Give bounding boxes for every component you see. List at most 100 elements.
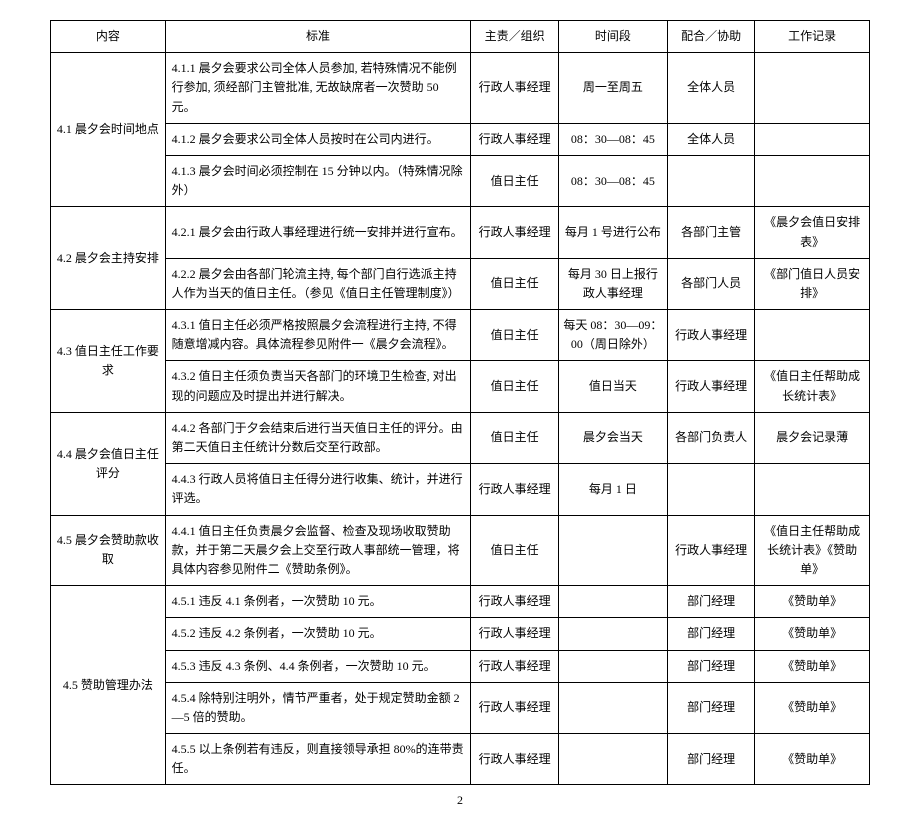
cell-time: 晨夕会当天 <box>558 412 667 463</box>
cell-resp: 值日主任 <box>471 361 558 412</box>
section-title: 4.3 值日主任工作要求 <box>51 310 166 413</box>
cell-standard: 4.3.1 值日主任必须严格按照晨夕会流程进行主持, 不得随意增减内容。具体流程… <box>165 310 471 361</box>
cell-resp: 行政人事经理 <box>471 207 558 258</box>
cell-assist: 各部门人员 <box>667 258 754 309</box>
cell-record: 《晨夕会值日安排表》 <box>755 207 870 258</box>
cell-resp: 行政人事经理 <box>471 618 558 650</box>
cell-assist <box>667 155 754 206</box>
cell-resp: 值日主任 <box>471 310 558 361</box>
cell-record: 《赞助单》 <box>755 618 870 650</box>
cell-time: 值日当天 <box>558 361 667 412</box>
cell-record <box>755 53 870 124</box>
cell-record: 晨夕会记录薄 <box>755 412 870 463</box>
cell-standard: 4.5.1 违反 4.1 条例者，一次赞助 10 元。 <box>165 586 471 618</box>
cell-time: 周一至周五 <box>558 53 667 124</box>
cell-assist: 部门经理 <box>667 734 754 785</box>
section-title: 4.1 晨夕会时间地点 <box>51 53 166 207</box>
cell-standard: 4.2.2 晨夕会由各部门轮流主持, 每个部门自行选派主持人作为当天的值日主任。… <box>165 258 471 309</box>
cell-resp: 行政人事经理 <box>471 682 558 733</box>
cell-assist: 行政人事经理 <box>667 515 754 586</box>
cell-resp: 行政人事经理 <box>471 464 558 515</box>
cell-resp: 值日主任 <box>471 155 558 206</box>
cell-time: 每月 30 日上报行政人事经理 <box>558 258 667 309</box>
section-title: 4.2 晨夕会主持安排 <box>51 207 166 310</box>
table-row: 4.2.2 晨夕会由各部门轮流主持, 每个部门自行选派主持人作为当天的值日主任。… <box>51 258 870 309</box>
main-table: 内容 标准 主责／组织 时间段 配合／协助 工作记录 4.1 晨夕会时间地点 4… <box>50 20 870 785</box>
cell-time: 每天 08：30—09：00（周日除外） <box>558 310 667 361</box>
header-assist: 配合／协助 <box>667 21 754 53</box>
cell-record: 《赞助单》 <box>755 682 870 733</box>
cell-resp: 行政人事经理 <box>471 650 558 682</box>
cell-resp: 行政人事经理 <box>471 53 558 124</box>
header-record: 工作记录 <box>755 21 870 53</box>
cell-resp: 值日主任 <box>471 515 558 586</box>
page-number: 2 <box>50 793 870 808</box>
header-resp: 主责／组织 <box>471 21 558 53</box>
cell-resp: 行政人事经理 <box>471 734 558 785</box>
table-row: 4.5.4 除特别注明外，情节严重者，处于规定赞助金额 2—5 倍的赞助。 行政… <box>51 682 870 733</box>
cell-time <box>558 515 667 586</box>
cell-assist <box>667 464 754 515</box>
header-time: 时间段 <box>558 21 667 53</box>
cell-standard: 4.1.1 晨夕会要求公司全体人员参加, 若特殊情况不能例行参加, 须经部门主管… <box>165 53 471 124</box>
cell-time: 每月 1 日 <box>558 464 667 515</box>
cell-time <box>558 618 667 650</box>
table-row: 4.5.5 以上条例若有违反，则直接领导承担 80%的连带责任。 行政人事经理 … <box>51 734 870 785</box>
cell-record: 《值日主任帮助成长统计表》《赞助单》 <box>755 515 870 586</box>
table-row: 4.3 值日主任工作要求 4.3.1 值日主任必须严格按照晨夕会流程进行主持, … <box>51 310 870 361</box>
cell-time <box>558 650 667 682</box>
section-title: 4.5 晨夕会赞助款收取 <box>51 515 166 586</box>
header-standard: 标准 <box>165 21 471 53</box>
cell-standard: 4.4.1 值日主任负责晨夕会监督、检查及现场收取赞助款，并于第二天晨夕会上交至… <box>165 515 471 586</box>
cell-assist: 行政人事经理 <box>667 361 754 412</box>
cell-time: 08：30—08：45 <box>558 123 667 155</box>
cell-record: 《部门值日人员安排》 <box>755 258 870 309</box>
table-row: 4.1.3 晨夕会时间必须控制在 15 分钟以内。（特殊情况除外） 值日主任 0… <box>51 155 870 206</box>
cell-record: 《值日主任帮助成长统计表》 <box>755 361 870 412</box>
table-row: 4.4 晨夕会值日主任评分 4.4.2 各部门于夕会结束后进行当天值日主任的评分… <box>51 412 870 463</box>
cell-record: 《赞助单》 <box>755 650 870 682</box>
table-row: 4.1.2 晨夕会要求公司全体人员按时在公司内进行。 行政人事经理 08：30—… <box>51 123 870 155</box>
cell-resp: 值日主任 <box>471 258 558 309</box>
header-row: 内容 标准 主责／组织 时间段 配合／协助 工作记录 <box>51 21 870 53</box>
cell-record <box>755 155 870 206</box>
cell-standard: 4.3.2 值日主任须负责当天各部门的环境卫生检查, 对出现的问题应及时提出并进… <box>165 361 471 412</box>
table-row: 4.5.2 违反 4.2 条例者，一次赞助 10 元。 行政人事经理 部门经理 … <box>51 618 870 650</box>
cell-time <box>558 586 667 618</box>
cell-assist: 部门经理 <box>667 682 754 733</box>
table-row: 4.4.3 行政人员将值日主任得分进行收集、统计，并进行评选。 行政人事经理 每… <box>51 464 870 515</box>
cell-assist: 各部门负责人 <box>667 412 754 463</box>
cell-assist: 各部门主管 <box>667 207 754 258</box>
table-row: 4.1 晨夕会时间地点 4.1.1 晨夕会要求公司全体人员参加, 若特殊情况不能… <box>51 53 870 124</box>
cell-assist: 全体人员 <box>667 123 754 155</box>
cell-standard: 4.5.4 除特别注明外，情节严重者，处于规定赞助金额 2—5 倍的赞助。 <box>165 682 471 733</box>
cell-resp: 值日主任 <box>471 412 558 463</box>
cell-resp: 行政人事经理 <box>471 586 558 618</box>
cell-standard: 4.4.2 各部门于夕会结束后进行当天值日主任的评分。由第二天值日主任统计分数后… <box>165 412 471 463</box>
header-content: 内容 <box>51 21 166 53</box>
cell-standard: 4.1.3 晨夕会时间必须控制在 15 分钟以内。（特殊情况除外） <box>165 155 471 206</box>
section-title: 4.4 晨夕会值日主任评分 <box>51 412 166 515</box>
section-title: 4.5 赞助管理办法 <box>51 586 166 785</box>
cell-resp: 行政人事经理 <box>471 123 558 155</box>
cell-standard: 4.4.3 行政人员将值日主任得分进行收集、统计，并进行评选。 <box>165 464 471 515</box>
cell-assist: 部门经理 <box>667 618 754 650</box>
cell-time <box>558 734 667 785</box>
cell-standard: 4.5.5 以上条例若有违反，则直接领导承担 80%的连带责任。 <box>165 734 471 785</box>
document-page: 内容 标准 主责／组织 时间段 配合／协助 工作记录 4.1 晨夕会时间地点 4… <box>50 20 870 808</box>
cell-record: 《赞助单》 <box>755 586 870 618</box>
cell-standard: 4.5.3 违反 4.3 条例、4.4 条例者，一次赞助 10 元。 <box>165 650 471 682</box>
cell-time: 每月 1 号进行公布 <box>558 207 667 258</box>
table-row: 4.3.2 值日主任须负责当天各部门的环境卫生检查, 对出现的问题应及时提出并进… <box>51 361 870 412</box>
cell-assist: 部门经理 <box>667 650 754 682</box>
table-row: 4.2 晨夕会主持安排 4.2.1 晨夕会由行政人事经理进行统一安排并进行宣布。… <box>51 207 870 258</box>
table-row: 4.5 晨夕会赞助款收取 4.4.1 值日主任负责晨夕会监督、检查及现场收取赞助… <box>51 515 870 586</box>
table-row: 4.5.3 违反 4.3 条例、4.4 条例者，一次赞助 10 元。 行政人事经… <box>51 650 870 682</box>
cell-standard: 4.5.2 违反 4.2 条例者，一次赞助 10 元。 <box>165 618 471 650</box>
cell-record <box>755 310 870 361</box>
cell-record: 《赞助单》 <box>755 734 870 785</box>
cell-standard: 4.1.2 晨夕会要求公司全体人员按时在公司内进行。 <box>165 123 471 155</box>
cell-assist: 部门经理 <box>667 586 754 618</box>
cell-assist: 行政人事经理 <box>667 310 754 361</box>
cell-record <box>755 123 870 155</box>
